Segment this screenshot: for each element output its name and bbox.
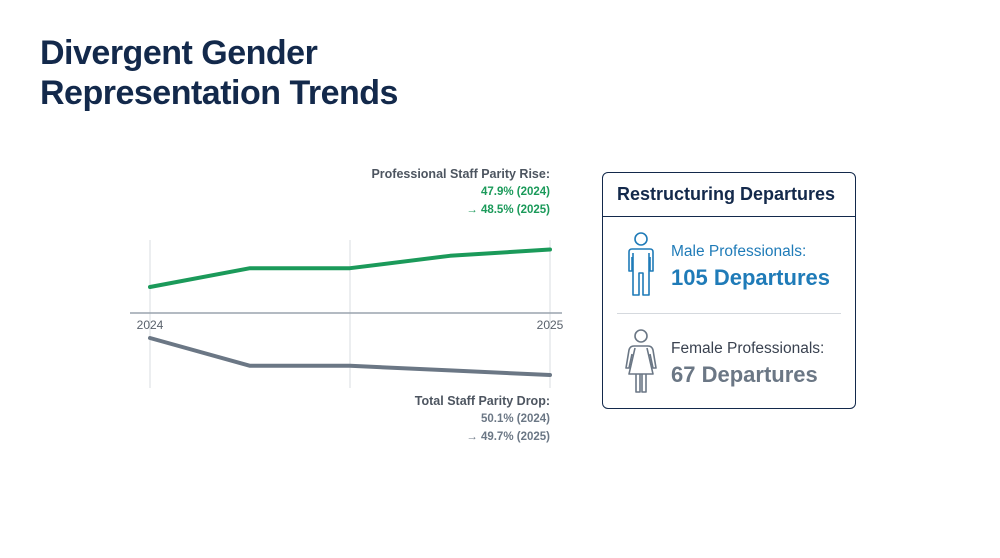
professional-parity-line (148, 247, 552, 289)
male-departures-count: 105 Departures (671, 265, 830, 290)
professional-parity-heading: Professional Staff Parity Rise: (371, 167, 550, 181)
female-departures-stat: Female Professionals: 67 Departures (603, 328, 855, 398)
total-parity-heading: Total Staff Parity Drop: (414, 394, 550, 408)
card-divider (617, 313, 841, 314)
total-parity-annotation: Total Staff Parity Drop: 50.1% (2024) → … (415, 392, 550, 446)
page-title-line-1: Divergent Gender (40, 34, 318, 72)
male-professionals-label: Male Professionals: (671, 243, 807, 260)
professional-parity-start: 47.9% (2024) (480, 186, 550, 198)
male-departures-stat: Male Professionals: 105 Departures (603, 231, 855, 301)
female-person-icon (625, 329, 657, 393)
total-parity-end: → 49.7% (2025) (466, 431, 550, 443)
x-tick-label-2024: 2024 (137, 318, 164, 332)
page-title: Divergent Gender Representation Trends (40, 33, 398, 113)
card-title: Restructuring Departures (603, 173, 855, 217)
total-parity-line (148, 336, 552, 377)
page-title-line-2: Representation Trends (40, 74, 398, 112)
female-departures-count: 67 Departures (671, 362, 818, 387)
total-parity-start: 50.1% (2024) (480, 413, 550, 425)
x-tick-label-2025: 2025 (537, 318, 564, 332)
professional-parity-annotation: Professional Staff Parity Rise: 47.9% (2… (371, 165, 550, 219)
female-professionals-label: Female Professionals: (671, 340, 825, 357)
parity-line-chart: 2024 2025 (130, 240, 564, 388)
professional-parity-end: → 48.5% (2025) (466, 204, 550, 216)
restructuring-departures-card: Restructuring Departures Male Profession… (602, 172, 856, 409)
male-person-icon (628, 232, 654, 296)
